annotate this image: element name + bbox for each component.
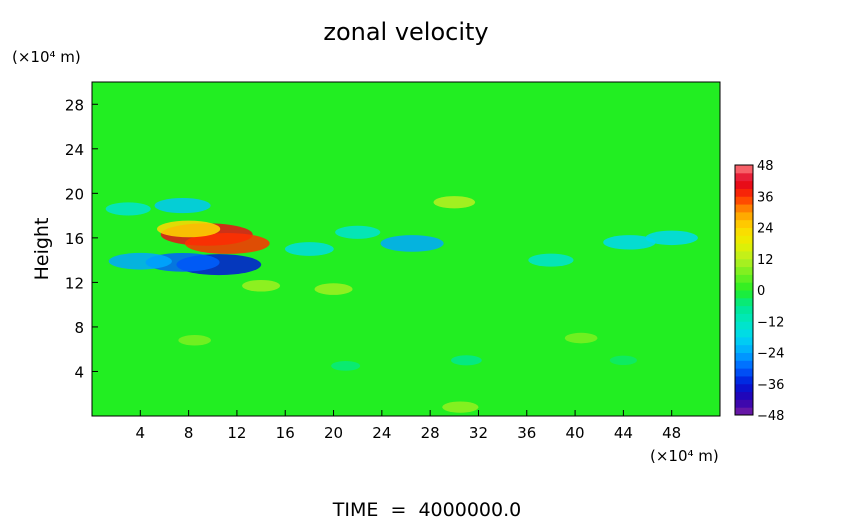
colorbar-band [735,282,753,291]
colorbar-tick-label: 24 [757,222,774,237]
heatmap-feature-13 [603,235,656,250]
x-tick-label: 12 [227,424,246,442]
colorbar-tick-label: −12 [757,315,784,330]
colorbar-band [735,243,753,252]
colorbar-band [735,290,753,299]
plot-frame [91,81,721,417]
heatmap-feature-1 [184,232,270,254]
colorbar-band [735,219,753,228]
colorbar-frame [734,164,754,416]
colorbar-band [735,266,753,275]
x-tick-label: 32 [469,424,488,442]
colorbar-band [735,352,753,361]
x-axis: 4 8 12 16 20 24 28 32 36 40 44 48 [136,410,681,442]
colorbar-band [735,399,753,408]
heatmap-feature-6 [154,197,211,214]
heatmap-feature-21 [331,361,361,371]
heatmap-feature-17 [178,335,211,346]
x-tick-label: 24 [372,424,391,442]
colorbar-band [735,188,753,197]
heatmap-feature-7 [105,202,151,216]
x-tick-label: 44 [614,424,633,442]
colorbar-band [735,321,753,330]
colorbar-band [735,383,753,393]
x-tick-label: 36 [517,424,536,442]
colorbar-band [735,360,753,369]
heatmap-feature-9 [284,242,334,256]
colorbar-band [735,227,753,236]
heatmap-feature-15 [314,283,353,295]
y-axis-label: Height [31,218,53,281]
colorbar-tick-label: −48 [757,409,784,424]
x-tick-label: 40 [566,424,585,442]
x-tick-label: 28 [421,424,440,442]
x-tick-label: 16 [276,424,295,442]
heatmap-cells [105,196,698,413]
colorbar-band [735,297,753,307]
x-tick-label: 20 [324,424,343,442]
y-tick-label: 16 [65,230,84,248]
colorbar-tick-label: 36 [757,190,774,205]
colorbar-tick-label: −36 [757,378,784,393]
heatmap-feature-5 [108,252,172,270]
y-tick-label: 12 [65,274,84,292]
heatmap-feature-2 [157,220,221,238]
y-unit-label: (×10⁴ m) [12,48,81,66]
y-tick-label: 28 [65,96,84,114]
colorbar-band [735,274,753,283]
colorbar-band [735,258,753,268]
x-tick-label: 48 [662,424,681,442]
colorbar-band [735,172,753,182]
colorbar-band [735,329,753,338]
heatmap-feature-11 [528,253,574,267]
colorbar-band [735,375,753,385]
heatmap-feature-19 [442,401,479,413]
y-axis: 4 8 12 16 20 24 28 [65,96,98,381]
colorbar-band [735,196,753,205]
colorbar-tick-label: −24 [757,347,784,362]
heatmap-feature-14 [433,196,476,209]
x-unit-label: (×10⁴ m) [650,447,719,465]
colorbar-band [735,250,753,260]
x-tick-label: 8 [184,424,194,442]
colorbar-band [735,391,753,400]
heatmap-feature-16 [242,279,281,292]
colorbar-band [735,313,753,322]
heatmap-feature-8 [380,235,444,252]
colorbar-tick-label: 48 [757,159,774,174]
heatmap-feature-22 [609,355,637,366]
colorbar-band [735,344,753,353]
heatmap-feature-12 [645,230,698,246]
colorbar: 48 36 24 12 0 −12 −24 −36 −48 [734,159,784,424]
time-footer: TIME = 4000000.0 [332,499,521,519]
y-tick-label: 4 [74,363,84,381]
heatmap-plot-area [91,81,721,417]
chart-title: zonal velocity [323,18,488,46]
colorbar-band [735,204,753,213]
heatmap-feature-18 [564,332,598,344]
heatmap-feature-20 [450,355,482,366]
colorbar-tick-label: 12 [757,253,774,268]
y-tick-label: 24 [65,141,84,159]
y-tick-label: 20 [65,185,84,203]
colorbar-band [735,211,753,221]
colorbar-band [735,368,753,377]
colorbar-band [735,180,753,189]
colorbar-tick-label: 0 [757,284,765,299]
heatmap-feature-10 [335,225,381,239]
colorbar-band [735,336,753,346]
colorbar-band [735,305,753,314]
colorbar-band [735,165,753,174]
x-tick-label: 4 [136,424,146,442]
y-tick-label: 8 [74,319,84,337]
colorbar-band [735,407,753,416]
colorbar-band [735,235,753,244]
